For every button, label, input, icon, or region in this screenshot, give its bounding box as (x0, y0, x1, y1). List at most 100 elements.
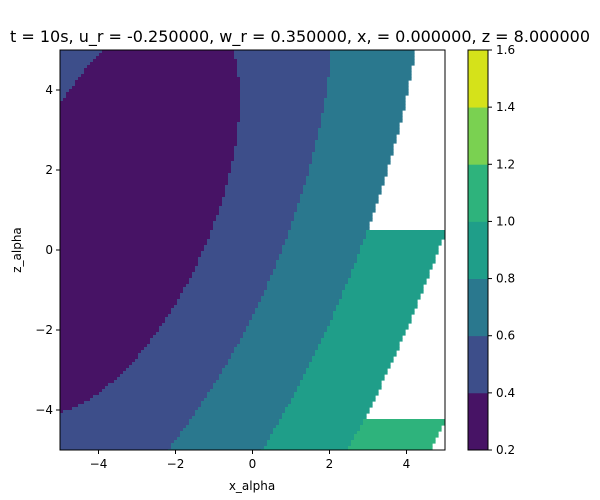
contour-band-cell (213, 386, 298, 390)
contour-band-cell (150, 338, 241, 342)
contour-band-cell (60, 266, 196, 270)
contour-band-cell (303, 191, 382, 195)
colorbar-segment (468, 278, 488, 337)
contour-band-cell (237, 74, 331, 78)
contour-band-cell (354, 263, 433, 267)
contour-band-cell (237, 344, 319, 348)
contour-band-cell (60, 233, 211, 237)
contour-band-cell (276, 425, 361, 429)
contour-band-cell (312, 158, 391, 162)
contour-band-cell (240, 341, 322, 345)
contour-band-cell (60, 299, 178, 303)
contour-band-cell (279, 254, 358, 258)
contour-band-cell (336, 308, 415, 312)
colorbar-segment (468, 335, 488, 394)
contour-band-cell (210, 389, 298, 393)
contour-band-cell (60, 377, 118, 381)
contour-band-cell (255, 311, 334, 315)
colorbar-segment (468, 107, 488, 165)
contour-band-cell (288, 236, 367, 240)
contour-band-cell (249, 323, 331, 327)
contour-band-cell (60, 437, 178, 441)
contour-band-cell (345, 284, 424, 288)
contour-band-cell (351, 272, 430, 276)
contour-band-cell (291, 221, 370, 225)
colorbar-tick-label: 1.4 (496, 100, 515, 114)
contour-band-cell (312, 359, 394, 363)
contour-band-cell (192, 416, 283, 420)
contour-band-cell (60, 239, 208, 243)
contour-band-cell (174, 440, 268, 444)
contour-band-cell (60, 296, 181, 300)
contour-band-cell (276, 263, 355, 267)
contour-band-cell (366, 230, 445, 234)
contour-band-cell (309, 167, 388, 171)
contour-band-cell (180, 296, 262, 300)
contour-band-cell (159, 326, 247, 330)
contour-band-cell (351, 269, 430, 273)
contour-band-cell (60, 407, 73, 411)
contour-band-cell (300, 197, 379, 201)
contour-band-cell (225, 188, 304, 192)
contour-band-cell (60, 362, 133, 366)
contour-band-cell (276, 266, 355, 270)
contour-band-cell (60, 155, 235, 159)
contour-band-cell (93, 59, 238, 63)
contour-band-cell (219, 377, 304, 381)
contour-band-cell (75, 80, 241, 84)
contour-band-cell (282, 245, 361, 249)
contour-band-cell (327, 92, 409, 96)
contour-band-cell (237, 131, 319, 135)
colorbar (468, 50, 488, 451)
contour-band-cell (60, 347, 145, 351)
contour-band-cell (258, 302, 340, 306)
contour-band-cell (60, 389, 103, 393)
contour-band-cell (60, 380, 115, 384)
contour-band-cell (240, 101, 325, 105)
contour-band-cell (327, 89, 409, 93)
contour-band-cell (147, 344, 238, 348)
contour-band-cell (60, 80, 76, 84)
contour-band-cell (60, 320, 166, 324)
contour-band-cell (279, 419, 364, 423)
contour-band-cell (60, 227, 214, 231)
contour-band-cell (60, 281, 190, 285)
contour-band-cell (60, 176, 229, 180)
contour-band-cell (234, 146, 316, 150)
contour-band-cell (309, 164, 388, 168)
contour-band-cell (228, 176, 307, 180)
contour-band-cell (318, 137, 397, 141)
contour-band-cell (237, 140, 316, 144)
contour-band-cell (333, 317, 412, 321)
contour-band-cell (90, 398, 205, 402)
contour-band-cell (363, 242, 442, 246)
contour-band-cell (60, 368, 127, 372)
contour-band-cell (222, 197, 301, 201)
contour-band-cell (165, 320, 250, 324)
contour-band-cell (300, 383, 382, 387)
contour-band-cell (60, 443, 172, 447)
contour-band-cell (60, 329, 160, 333)
colorbar-tick-label: 0.6 (496, 329, 515, 343)
contour-band-cell (312, 155, 391, 159)
contour-band-cell (210, 233, 289, 237)
contour-band-cell (273, 431, 358, 435)
contour-band-cell (252, 314, 334, 318)
contour-band-cell (237, 59, 331, 63)
contour-band-cell (339, 302, 418, 306)
contour-band-cell (60, 446, 172, 450)
contour-band-cell (60, 425, 187, 429)
contour-band-cell (240, 113, 322, 117)
colorbar-frame (467, 49, 489, 451)
contour-band-cell (264, 293, 343, 297)
contour-band-cell (150, 341, 241, 345)
contour-band-cell (255, 308, 337, 312)
contour-band-cell (171, 311, 256, 315)
contour-band-cell (321, 125, 400, 129)
contour-band-cell (315, 353, 397, 357)
contour-band-cell (60, 398, 91, 402)
contour-band-cell (231, 161, 313, 165)
colorbar-tick-label: 1.6 (496, 43, 515, 57)
contour-band-cell (60, 359, 136, 363)
contour-band-cell (327, 77, 412, 81)
